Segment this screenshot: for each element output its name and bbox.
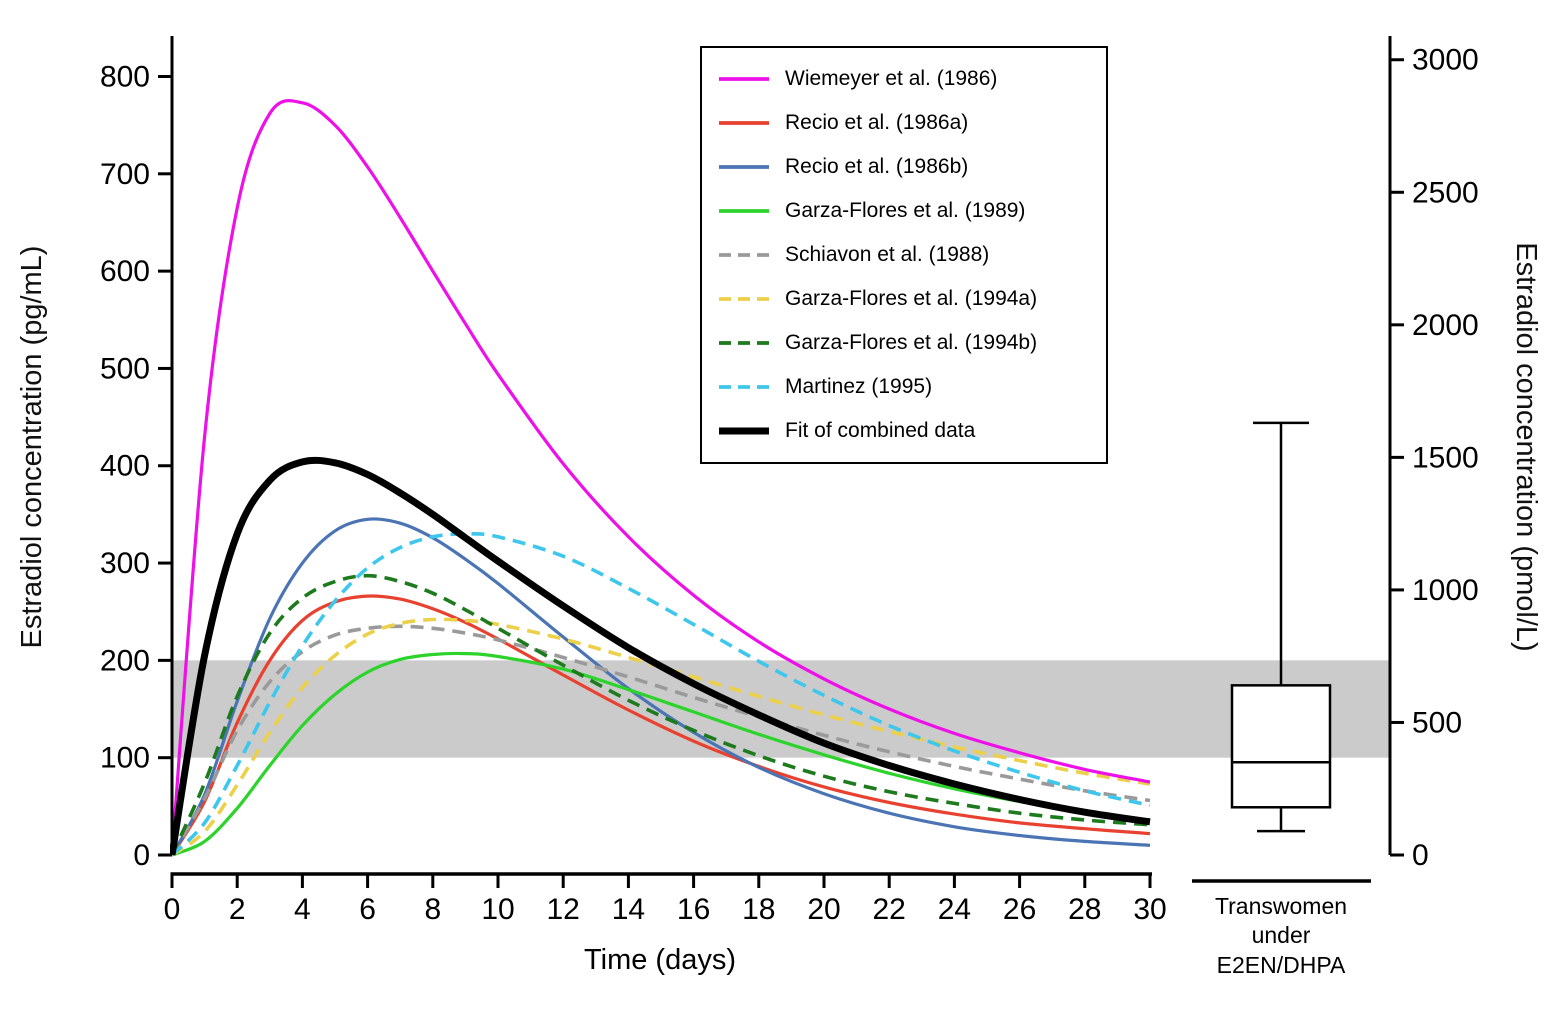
series-line-2 [170,517,1151,856]
legend-item: Recio et al. (1986a) [702,101,1106,145]
legend-item: Martinez (1995) [702,365,1106,409]
legend-label: Martinez (1995) [785,375,933,398]
tick-label: 14 [612,893,645,926]
tick-label: 1500 [1412,441,1479,474]
tick-label: 0 [133,839,150,872]
series-line-3 [171,651,1151,857]
legend-label: Garza-Flores et al. (1994a) [785,287,1038,310]
tick-label: 600 [100,255,150,288]
legend: Wiemeyer et al. (1986) Recio et al. (1986… [700,46,1108,464]
tick-label: 500 [100,352,150,385]
legend-line-swatch-icon [719,385,769,389]
series-line-7 [170,532,1151,857]
legend-line-swatch-icon [719,253,769,257]
legend-label: Recio et al. (1986a) [785,111,969,134]
tick-label: 24 [938,893,971,926]
legend-line-swatch-icon [719,297,769,301]
tick-label: 8 [424,893,441,926]
series-line-4 [170,624,1151,856]
legend-line-swatch-icon [719,209,769,213]
series-line-1 [170,594,1151,856]
legend-item: Garza-Flores et al. (1994b) [702,321,1106,365]
tick-label: 0 [1412,839,1429,872]
tick-label: 10 [481,893,514,926]
legend-item: Fit of combined data [702,409,1106,453]
boxplot-caption-line: E2EN/DHPA [1216,951,1346,978]
legend-label: Fit of combined data [785,419,976,442]
boxplot [1192,421,1371,883]
tick-label: 4 [294,893,311,926]
y-axis-label-right: Estradiol concentration (pmol/L) [1510,242,1542,652]
tick-label: 300 [100,547,150,580]
legend-label: Garza-Flores et al. (1994b) [785,331,1038,354]
tick-label: 700 [100,158,150,191]
legend-line-swatch-icon [719,165,769,169]
legend-line-swatch-icon [719,427,769,435]
legend-line-swatch-icon [719,121,769,125]
tick-label: 12 [547,893,580,926]
tick-label: 100 [100,742,150,775]
tick-label: 2000 [1412,309,1479,342]
tick-label: 400 [100,450,150,483]
tick-label: 30 [1133,893,1166,926]
tick-label: 22 [873,893,906,926]
legend-item: Recio et al. (1986b) [702,145,1106,189]
y-axis-label-left: Estradiol concentration (pg/mL) [16,245,48,649]
tick-label: 16 [677,893,710,926]
tick-label: 20 [807,893,840,926]
legend-label: Wiemeyer et al. (1986) [785,67,998,90]
tick-label: 0 [164,893,181,926]
boxplot-caption-line: under [1251,922,1311,949]
tick-label: 200 [100,644,150,677]
legend-label: Recio et al. (1986b) [785,155,969,178]
legend-line-swatch-icon [719,341,769,345]
series-line-8 [170,456,1151,856]
tick-label: 6 [359,893,376,926]
legend-item: Schiavon et al. (1988) [702,233,1106,277]
legend-label: Garza-Flores et al. (1989) [785,199,1026,222]
tick-label: 3000 [1412,44,1479,77]
legend-item: Garza-Flores et al. (1989) [702,189,1106,233]
tick-label: 1000 [1412,574,1479,607]
tick-label: 18 [742,893,775,926]
boxplot-caption: Transwomen under E2EN/DHPA [1184,892,1378,980]
tick-label: 500 [1412,706,1462,739]
tick-label: 2500 [1412,176,1479,209]
legend-label: Schiavon et al. (1988) [785,243,990,266]
boxplot-caption-line: Transwomen [1214,893,1348,919]
legend-line-swatch-icon [719,77,769,81]
legend-item: Wiemeyer et al. (1986) [702,57,1106,101]
legend-item: Garza-Flores et al. (1994a) [702,277,1106,321]
tick-label: 28 [1068,893,1101,926]
tick-label: 26 [1003,893,1036,926]
boxplot-box [1230,684,1332,809]
series-line-0 [170,99,1151,856]
tick-label: 2 [229,893,246,926]
tick-label: 800 [100,60,150,93]
x-axis-label: Time (days) [584,944,736,976]
series-curves [170,99,1151,857]
